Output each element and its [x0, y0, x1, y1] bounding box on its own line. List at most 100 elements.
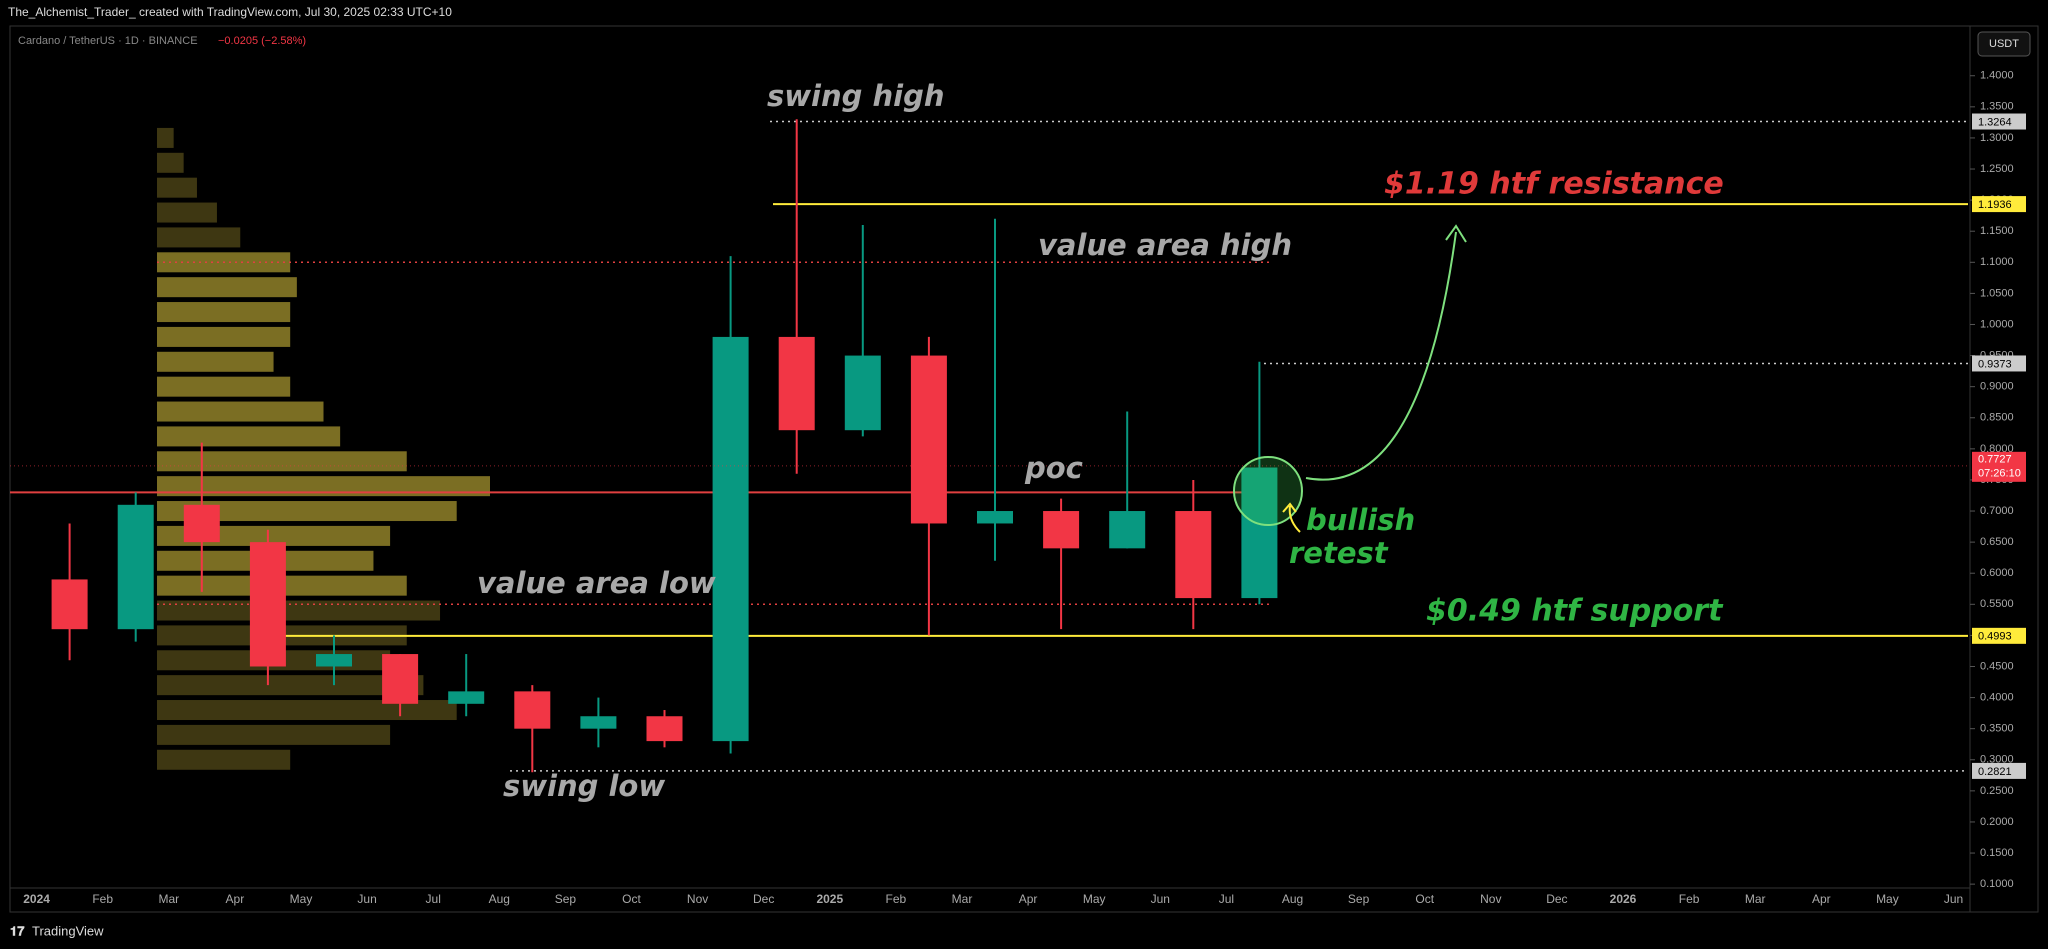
candle-body: [382, 654, 419, 704]
x-tick-label: Oct: [1415, 892, 1434, 906]
annotation: swing low: [503, 769, 665, 803]
x-tick-label: May: [1876, 892, 1899, 906]
level-label: 0.2821: [1978, 766, 2012, 778]
x-tick-label: Sep: [1348, 892, 1370, 906]
x-tick-label: Jun: [1944, 892, 1963, 906]
level-label: 1.1936: [1978, 199, 2012, 211]
y-tick-label: 0.6000: [1980, 567, 2014, 579]
retest-circle: [1233, 456, 1303, 526]
volume-profile-bar: [157, 426, 341, 447]
candle-body: [712, 336, 749, 742]
x-tick-label: Jul: [426, 892, 441, 906]
y-tick-label: 1.2500: [1980, 163, 2014, 175]
candle-body: [117, 504, 154, 630]
volume-profile-bar: [157, 451, 407, 472]
candle-body: [51, 579, 88, 630]
volume-profile-bar: [157, 152, 184, 173]
volume-profile-bar: [157, 277, 297, 298]
candle-body: [977, 511, 1013, 524]
candle-body: [1241, 467, 1278, 599]
x-tick-label: 2024: [23, 892, 50, 906]
footer-logo: 𝟏𝟕: [10, 923, 25, 938]
x-tick-label: 2026: [1610, 892, 1637, 906]
candle-body: [249, 542, 286, 667]
annotation: retest: [1289, 536, 1389, 570]
candle-body: [1043, 511, 1080, 549]
volume-profile-bar: [157, 127, 174, 148]
x-tick-label: Feb: [1679, 892, 1700, 906]
y-tick-label: 1.0500: [1980, 287, 2014, 299]
x-tick-label: Sep: [555, 892, 577, 906]
x-tick-label: May: [290, 892, 313, 906]
y-tick-label: 0.4000: [1980, 691, 2014, 703]
y-tick-label: 0.5500: [1980, 598, 2014, 610]
y-tick-label: 1.3500: [1980, 101, 2014, 113]
y-tick-label: 0.9000: [1980, 381, 2014, 393]
y-tick-label: 0.1500: [1980, 847, 2014, 859]
y-tick-label: 1.0000: [1980, 318, 2014, 330]
x-tick-label: Aug: [489, 892, 510, 906]
currency-button[interactable]: [1977, 31, 2031, 57]
x-tick-label: Nov: [1480, 892, 1501, 906]
y-tick-label: 0.8000: [1980, 443, 2014, 455]
y-tick-label: 0.3000: [1980, 754, 2014, 766]
x-tick-label: Apr: [1019, 892, 1038, 906]
candle-body: [778, 336, 815, 431]
y-tick-label: 0.1000: [1980, 878, 2014, 890]
volume-profile-bar: [157, 724, 391, 745]
current-price-tag: [1972, 451, 2026, 482]
candle-body: [844, 355, 881, 431]
y-tick-label: 0.2500: [1980, 785, 2014, 797]
candle-body: [183, 504, 220, 543]
volume-profile-bar: [157, 501, 457, 522]
current-price-label: 0.7727: [1978, 454, 2012, 466]
annotation: value area high: [1038, 228, 1292, 262]
volume-profile-bar: [157, 600, 441, 621]
level-label: 0.9373: [1978, 358, 2012, 370]
x-tick-label: Apr: [1812, 892, 1831, 906]
level-tag: [1972, 196, 2026, 213]
volume-profile-bar: [157, 351, 274, 372]
currency-label[interactable]: USDT: [1989, 38, 2019, 50]
y-tick-label: 1.4000: [1980, 70, 2014, 82]
y-tick-label: 0.6500: [1980, 536, 2014, 548]
candle-body: [580, 716, 617, 729]
x-tick-label: Aug: [1282, 892, 1303, 906]
level-label: 1.3264: [1978, 116, 2012, 128]
volume-profile-bar: [157, 401, 324, 422]
x-tick-label: Jul: [1219, 892, 1234, 906]
y-tick-label: 1.1000: [1980, 256, 2014, 268]
projection-arrowhead: [1445, 224, 1467, 243]
annotation: bullish: [1306, 503, 1415, 537]
x-tick-label: Feb: [92, 892, 113, 906]
x-tick-label: Mar: [1745, 892, 1766, 906]
level-label: 0.4993: [1978, 631, 2012, 643]
x-tick-label: Dec: [753, 892, 774, 906]
volume-profile-bar: [157, 700, 457, 721]
y-tick-label: 0.2000: [1980, 816, 2014, 828]
symbol-change: −0.0205 (−2.58%): [218, 35, 306, 47]
y-tick-label: 0.7000: [1980, 505, 2014, 517]
candle-body: [1175, 511, 1212, 599]
y-tick-label: 1.3000: [1980, 132, 2014, 144]
level-tag: [1972, 762, 2026, 779]
footer-text: TradingView: [32, 923, 104, 938]
annotation: $0.49 htf support: [1426, 594, 1724, 629]
x-tick-label: Jun: [357, 892, 376, 906]
projection-arrow: [1305, 231, 1457, 481]
volume-profile-bar: [157, 476, 490, 497]
retest-arrow: [1282, 502, 1301, 533]
volume-profile-bar: [157, 202, 217, 223]
y-tick-label: 0.4500: [1980, 660, 2014, 672]
volume-profile-bar: [157, 749, 291, 770]
volume-profile-bar: [157, 227, 241, 248]
x-tick-label: May: [1083, 892, 1106, 906]
chart-frame: [9, 25, 2039, 913]
volume-profile-bar: [157, 675, 424, 696]
candle-body: [1109, 511, 1146, 549]
x-tick-label: Nov: [687, 892, 708, 906]
annotation: value area low: [477, 566, 716, 600]
